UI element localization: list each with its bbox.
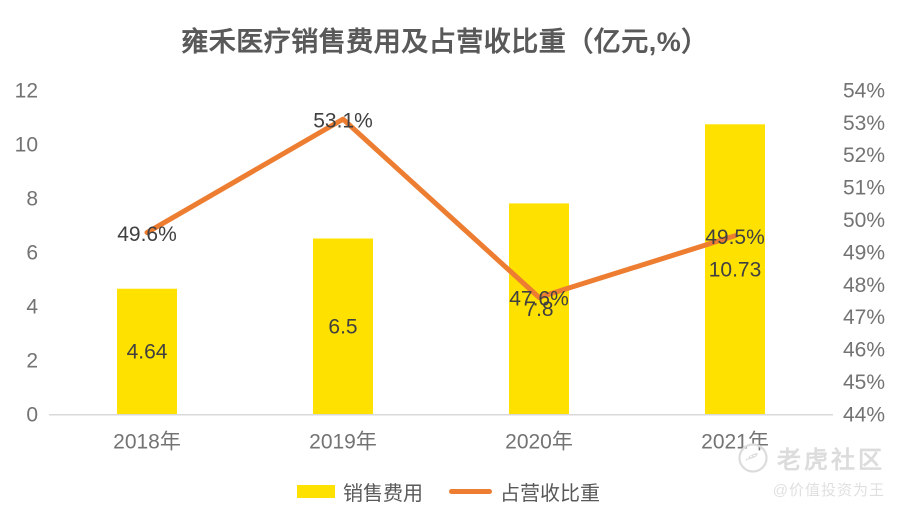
- watermark-author: @价值投资为王: [772, 482, 885, 499]
- y-axis-right-tick-label: 52%: [843, 144, 885, 167]
- revenue-ratio-line: [144, 116, 738, 300]
- y-axis-left-tick-label: 2: [26, 349, 38, 372]
- legend-line-swatch-icon: [449, 489, 492, 494]
- bar-value-label: 4.64: [127, 341, 168, 364]
- tiger-logo-icon: [738, 442, 768, 473]
- bar: [117, 288, 177, 414]
- line-point-label: 49.6%: [117, 223, 177, 246]
- y-axis-right-tick-label: 44%: [843, 403, 885, 426]
- x-axis-category-label: 2018年: [113, 430, 181, 453]
- bar: [509, 203, 569, 414]
- bar-value-label: 7.8: [524, 298, 553, 321]
- bar: [705, 124, 765, 414]
- line-point-label: 47.6%: [509, 288, 569, 311]
- watermark-community: 老虎社区: [777, 447, 885, 474]
- watermark: 老虎社区 @价值投资为王: [737, 440, 885, 500]
- line-point-label: 49.5%: [705, 226, 765, 249]
- y-axis-left-tick-label: 8: [26, 187, 38, 210]
- y-axis-right-tick-label: 51%: [843, 177, 885, 200]
- y-axis-right-tick-label: 46%: [843, 339, 885, 362]
- y-axis-right-tick-label: 49%: [843, 241, 885, 264]
- legend: 销售费用 占营收比重: [0, 477, 897, 506]
- x-axis-category-label: 2021年: [701, 430, 769, 453]
- y-axis-right-tick-label: 47%: [843, 306, 885, 329]
- y-axis-left-tick-label: 0: [26, 403, 38, 426]
- y-axis-right-tick-label: 53%: [843, 112, 885, 135]
- chart-title: 雍禾医疗销售费用及占营收比重（亿元,%）: [181, 27, 709, 57]
- line-point-label: 53.1%: [313, 110, 373, 133]
- y-axis-right-tick-label: 54%: [843, 79, 885, 102]
- y-axis-left-tick-label: 12: [15, 79, 38, 102]
- legend-line-label: 占营收比重: [500, 483, 600, 505]
- y-axis-right-tick-label: 48%: [843, 274, 885, 297]
- x-axis-category-label: 2020年: [505, 430, 573, 453]
- bar: [313, 238, 373, 414]
- y-axis-left-tick-label: 10: [15, 133, 38, 156]
- legend-bar-swatch-icon: [297, 485, 335, 498]
- x-axis-category-label: 2019年: [309, 430, 377, 453]
- y-axis-right-tick-label: 45%: [843, 371, 885, 394]
- bar-value-label: 6.5: [328, 316, 357, 339]
- bar-value-label: 10.73: [709, 258, 762, 281]
- y-axis-right-tick-label: 50%: [843, 209, 885, 232]
- y-axis-left-tick-label: 6: [26, 241, 38, 264]
- watermark-row: 老虎社区: [737, 440, 885, 475]
- y-axis-left-tick-label: 4: [26, 295, 38, 318]
- legend-bar-label: 销售费用: [343, 483, 423, 505]
